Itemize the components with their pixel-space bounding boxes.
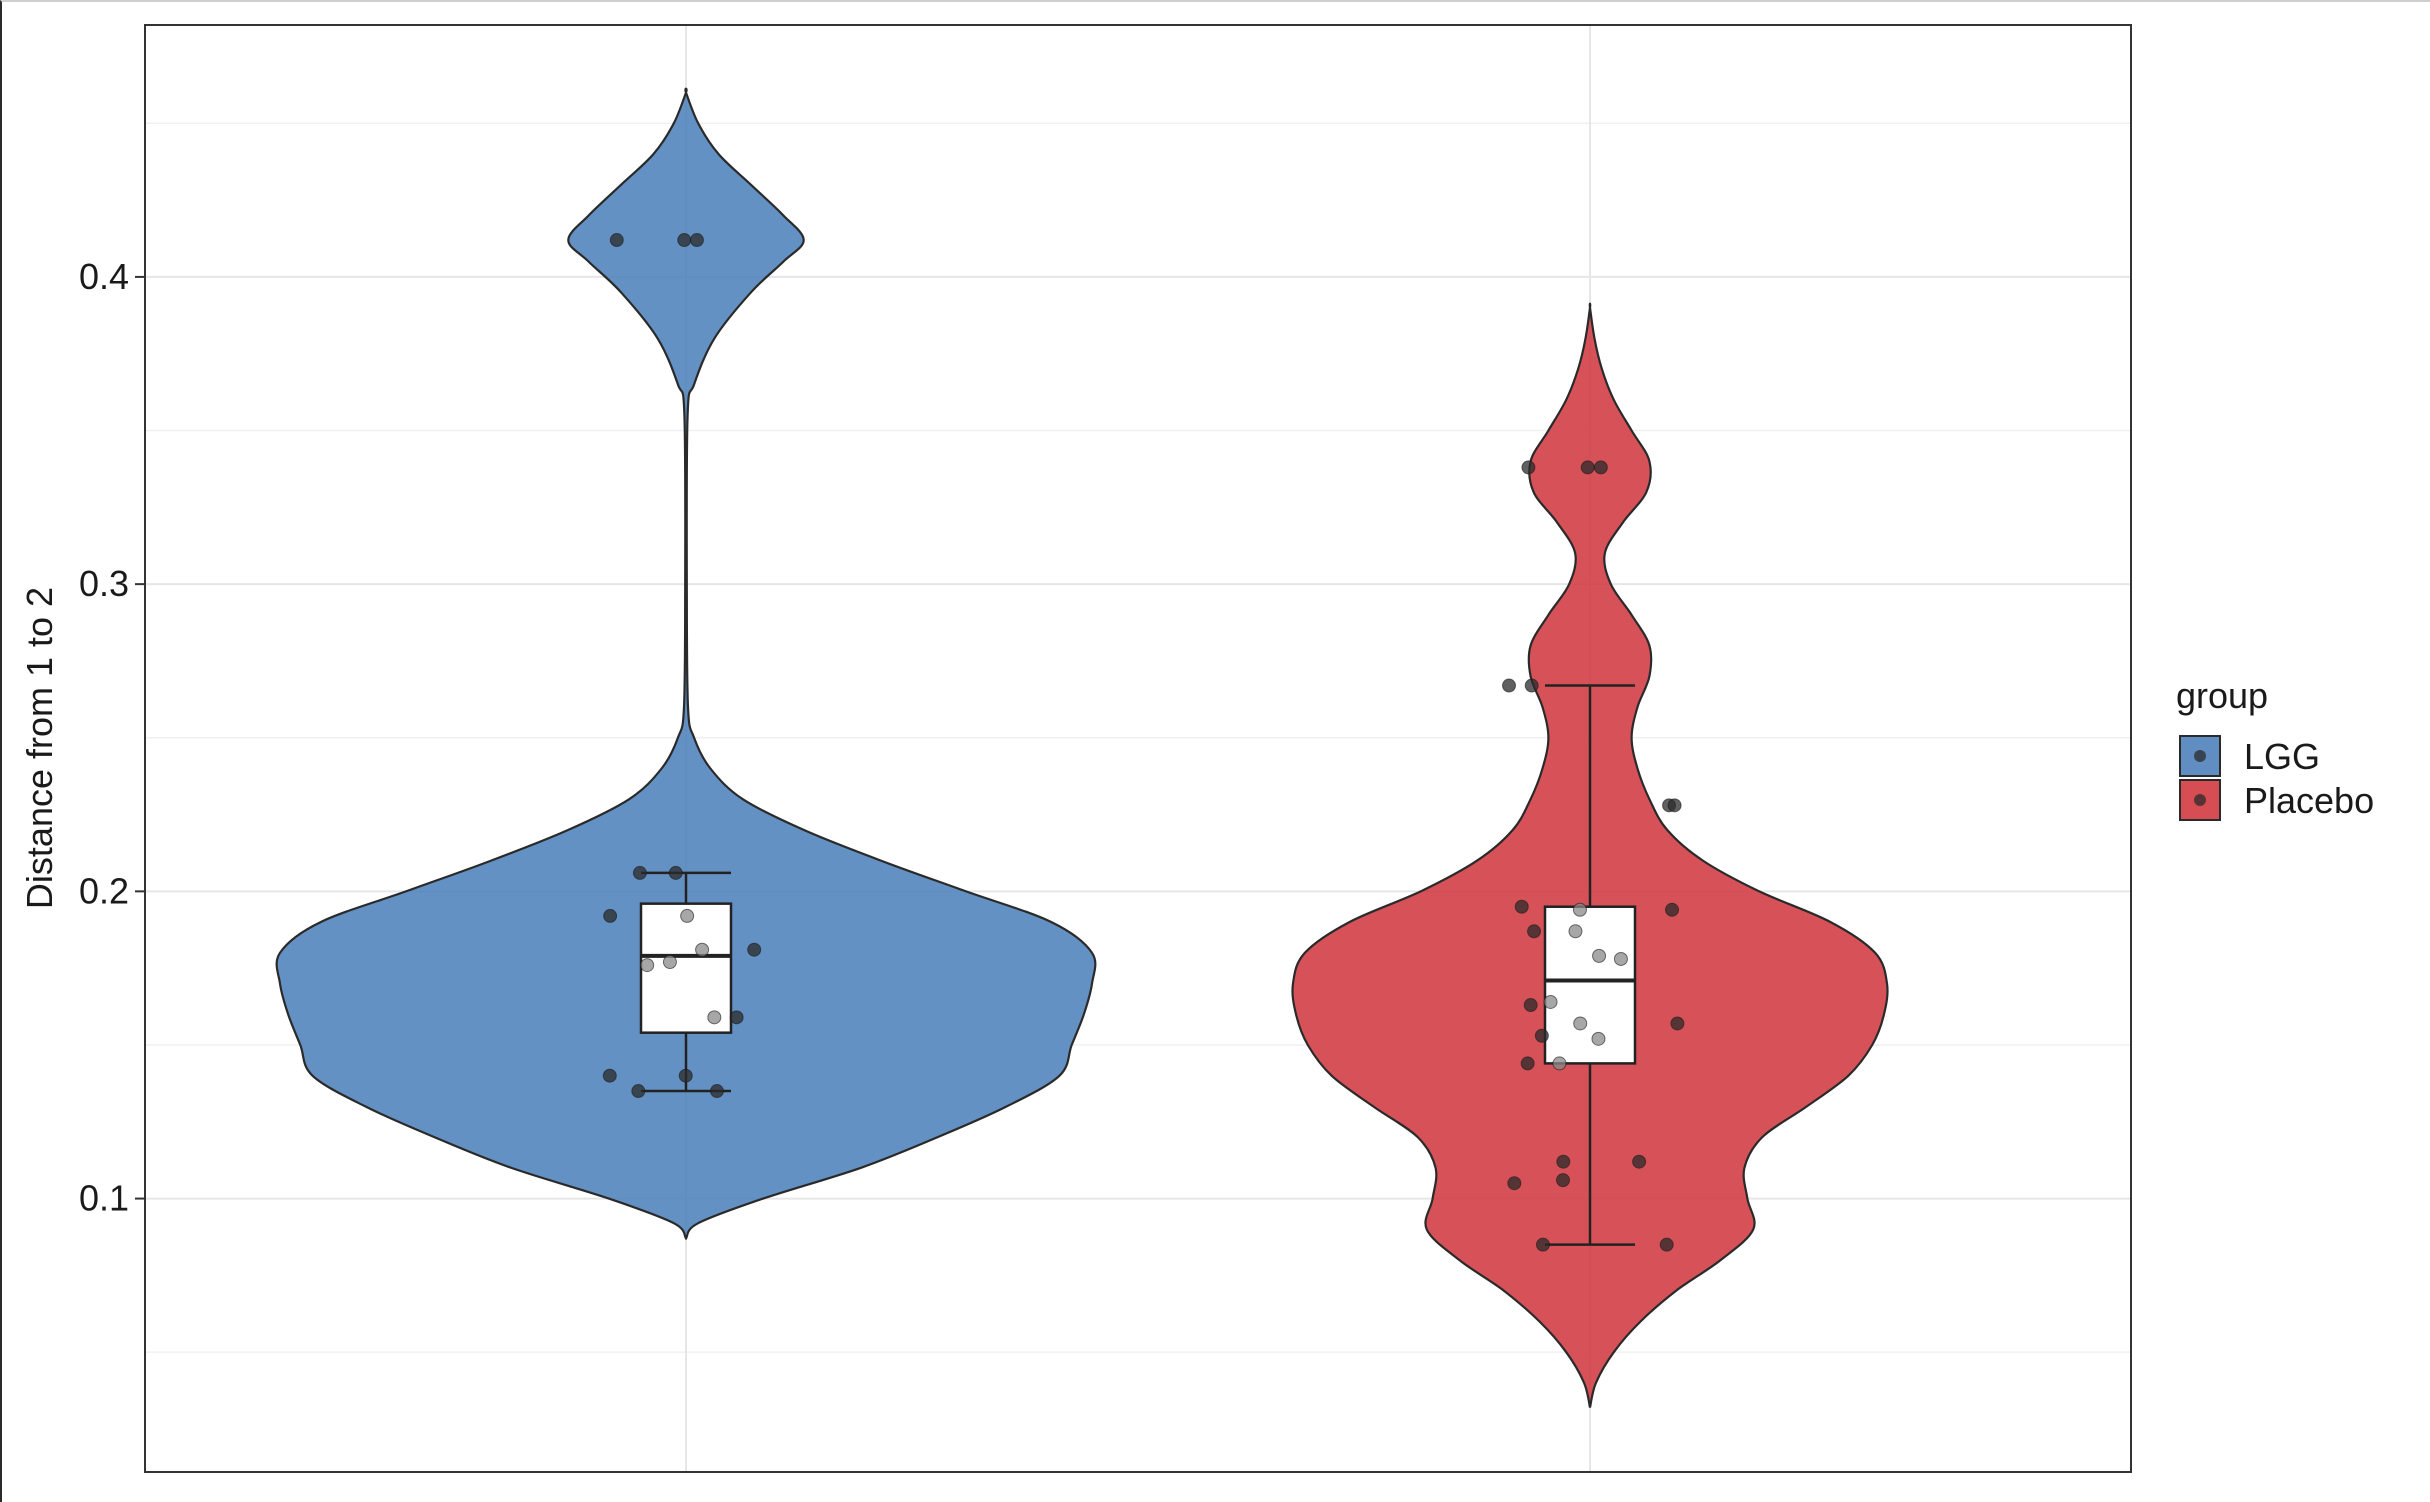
data-point-placebo [1592,948,1607,963]
data-point-lgg [680,908,695,923]
data-point-lgg [631,1084,646,1099]
data-point-lgg [747,942,762,957]
legend-label: LGG [2244,736,2320,777]
data-point-placebo [1552,1056,1567,1071]
data-point-placebo [1556,1173,1571,1188]
data-point-placebo [1527,924,1542,939]
legend-title: group [2176,675,2268,716]
data-point-placebo [1568,924,1583,939]
data-point-lgg [677,233,692,248]
data-point-placebo [1573,1016,1588,1031]
plot-panel [145,25,2131,1472]
data-point-lgg [640,958,655,973]
data-point-placebo [1535,1237,1550,1252]
data-point-lgg [609,233,624,248]
data-point-placebo [1524,678,1539,693]
y-tick-label: 0.4 [79,256,129,297]
data-point-placebo [1593,460,1608,475]
y-tick-label: 0.2 [79,870,129,911]
legend-label: Placebo [2244,780,2374,821]
violin-lgg [275,87,1097,1241]
data-point-lgg [603,908,618,923]
data-point-placebo [1534,1028,1549,1043]
data-point-placebo [1665,902,1680,917]
data-point-lgg [668,865,683,880]
data-point-placebo [1591,1031,1606,1046]
data-point-lgg [709,1084,724,1099]
data-point-placebo [1613,951,1628,966]
data-point-lgg [678,1068,693,1083]
box-iqr [1543,905,1637,1065]
data-point-lgg [689,233,704,248]
plot-panel-border [144,24,2132,1473]
data-point-lgg [632,865,647,880]
legend-item-lgg: LGG [2179,735,2320,777]
data-point-placebo [1667,798,1682,813]
legend-item-placebo: Placebo [2179,779,2374,821]
data-point-placebo [1670,1016,1685,1031]
y-tick-label: 0.1 [79,1178,129,1219]
legend-key-point [2194,750,2206,762]
jitter-points [602,233,1685,1252]
data-point-placebo [1507,1176,1522,1191]
data-point-placebo [1543,994,1558,1009]
data-point-placebo [1580,460,1595,475]
data-point-lgg [695,942,710,957]
data-point-lgg [729,1010,744,1025]
data-point-placebo [1572,902,1587,917]
y-axis: 0.1 0.2 0.3 0.4 [79,256,145,1219]
data-point-placebo [1523,998,1538,1013]
data-point-lgg [602,1068,617,1083]
y-tick-label: 0.3 [79,563,129,604]
data-point-placebo [1632,1154,1647,1169]
data-point-placebo [1521,460,1536,475]
data-point-placebo [1502,678,1517,693]
legend-key-point [2194,794,2206,806]
data-point-lgg [707,1010,722,1025]
y-axis-title: Distance from 1 to 2 [19,587,60,909]
data-point-placebo [1659,1237,1674,1252]
data-point-placebo [1520,1056,1535,1071]
boxplot-placebo [1543,684,1637,1246]
data-point-placebo [1556,1154,1571,1169]
data-point-placebo [1514,899,1529,914]
data-point-lgg [662,955,677,970]
